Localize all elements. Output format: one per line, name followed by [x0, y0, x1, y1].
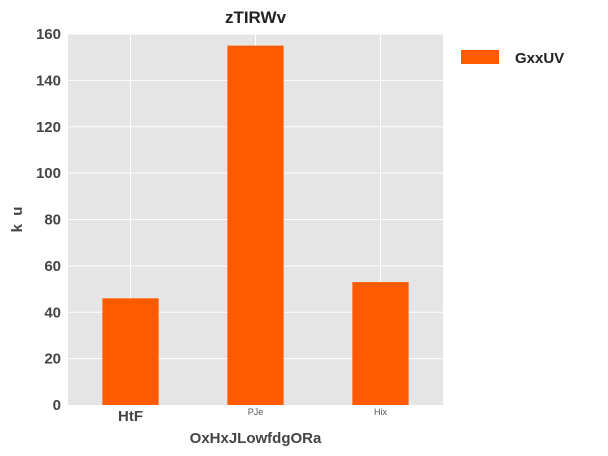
- x-tick-label: Hix: [374, 407, 387, 417]
- y-tick-label: 20: [44, 351, 61, 368]
- y-axis-ticks: 0 20 40 60 80 100 120 140 160: [36, 26, 61, 414]
- legend: GxxUV: [461, 50, 564, 67]
- x-axis-label: OxHxJLowfdgORa: [190, 430, 322, 447]
- x-axis-ticks: HtF PJe Hix: [118, 407, 387, 425]
- bar-Hix: [352, 282, 409, 405]
- chart-title: zTIRWv: [225, 8, 287, 27]
- y-tick-label: 80: [44, 212, 61, 229]
- x-tick-label: PJe: [248, 407, 264, 417]
- y-tick-label: 0: [53, 397, 61, 414]
- bar-HtF: [102, 298, 159, 405]
- bar-PJe: [227, 45, 284, 405]
- y-tick-label: 160: [36, 26, 61, 43]
- bar-series: [102, 45, 409, 405]
- x-tick-label: HtF: [118, 408, 143, 425]
- y-tick-label: 40: [44, 304, 61, 321]
- y-tick-label: 100: [36, 165, 61, 182]
- legend-label: GxxUV: [515, 50, 564, 67]
- y-tick-label: 120: [36, 119, 61, 136]
- legend-swatch: [461, 50, 499, 64]
- y-axis-label: k u: [9, 207, 26, 233]
- y-tick-label: 60: [44, 258, 61, 275]
- y-tick-label: 140: [36, 72, 61, 89]
